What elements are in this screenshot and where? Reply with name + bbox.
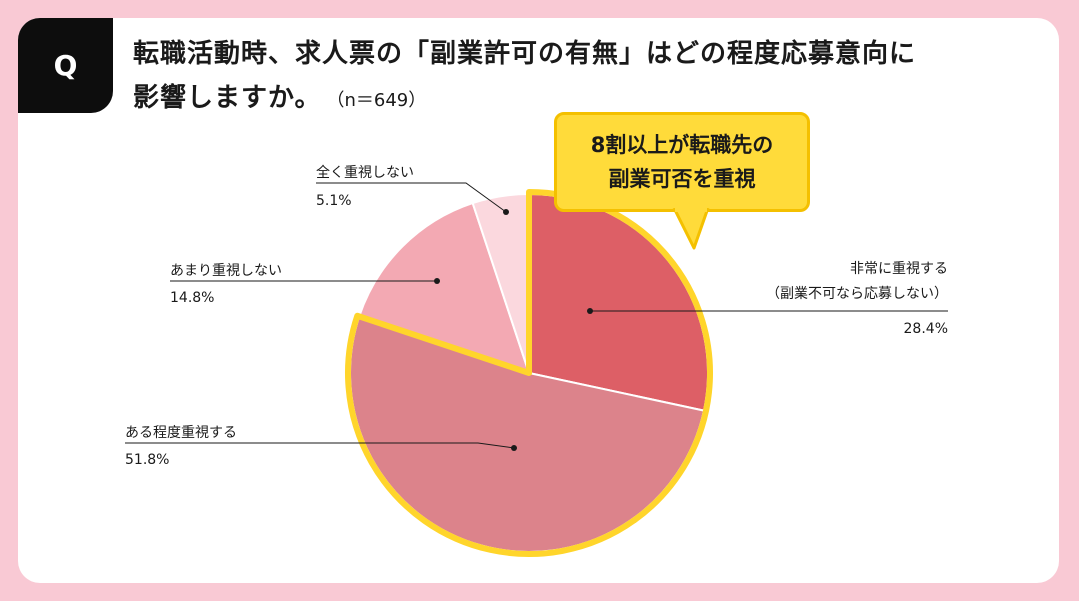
leader-dot-1: [587, 308, 593, 314]
slice-sublabel-1: （副業不可なら応募しない）: [766, 286, 948, 302]
leader-line-4: [316, 182, 507, 213]
leader-line-2: [125, 442, 515, 449]
slice-label-4: 全く重視しない: [316, 164, 414, 181]
slice-value-2: 51.8%: [125, 452, 169, 468]
slice-label-1: 非常に重視する: [850, 261, 948, 277]
slice-value-4: 5.1%: [316, 193, 352, 209]
sample-size: （n＝649）: [335, 90, 427, 111]
callout-line-2: 副業可否を重視: [608, 167, 756, 191]
question-line-2: 影響しますか。 （n＝649）: [133, 76, 1033, 123]
slice-value-3: 14.8%: [170, 290, 214, 306]
leader-dot-4: [503, 209, 509, 215]
slice-label-2: ある程度重視する: [125, 425, 237, 441]
question-line-2-text: 影響しますか。: [133, 83, 322, 113]
question-badge: Q: [18, 18, 113, 113]
highlight-outline: [345, 189, 713, 557]
callout-tail: [672, 208, 710, 250]
leader-dot-2: [511, 445, 517, 451]
callout-box: 8割以上が転職先の 副業可否を重視: [554, 112, 810, 212]
slice-label-3: あまり重視しない: [170, 263, 282, 279]
slice-value-1: 28.4%: [904, 321, 948, 337]
leader-dot-3: [434, 278, 440, 284]
callout-line-1: 8割以上が転職先の: [590, 133, 774, 157]
question-line-1: 転職活動時、求人票の「副業許可の有無」はどの程度応募意向に: [133, 39, 917, 69]
question-title: 転職活動時、求人票の「副業許可の有無」はどの程度応募意向に 影響しますか。 （n＝…: [133, 32, 1033, 123]
